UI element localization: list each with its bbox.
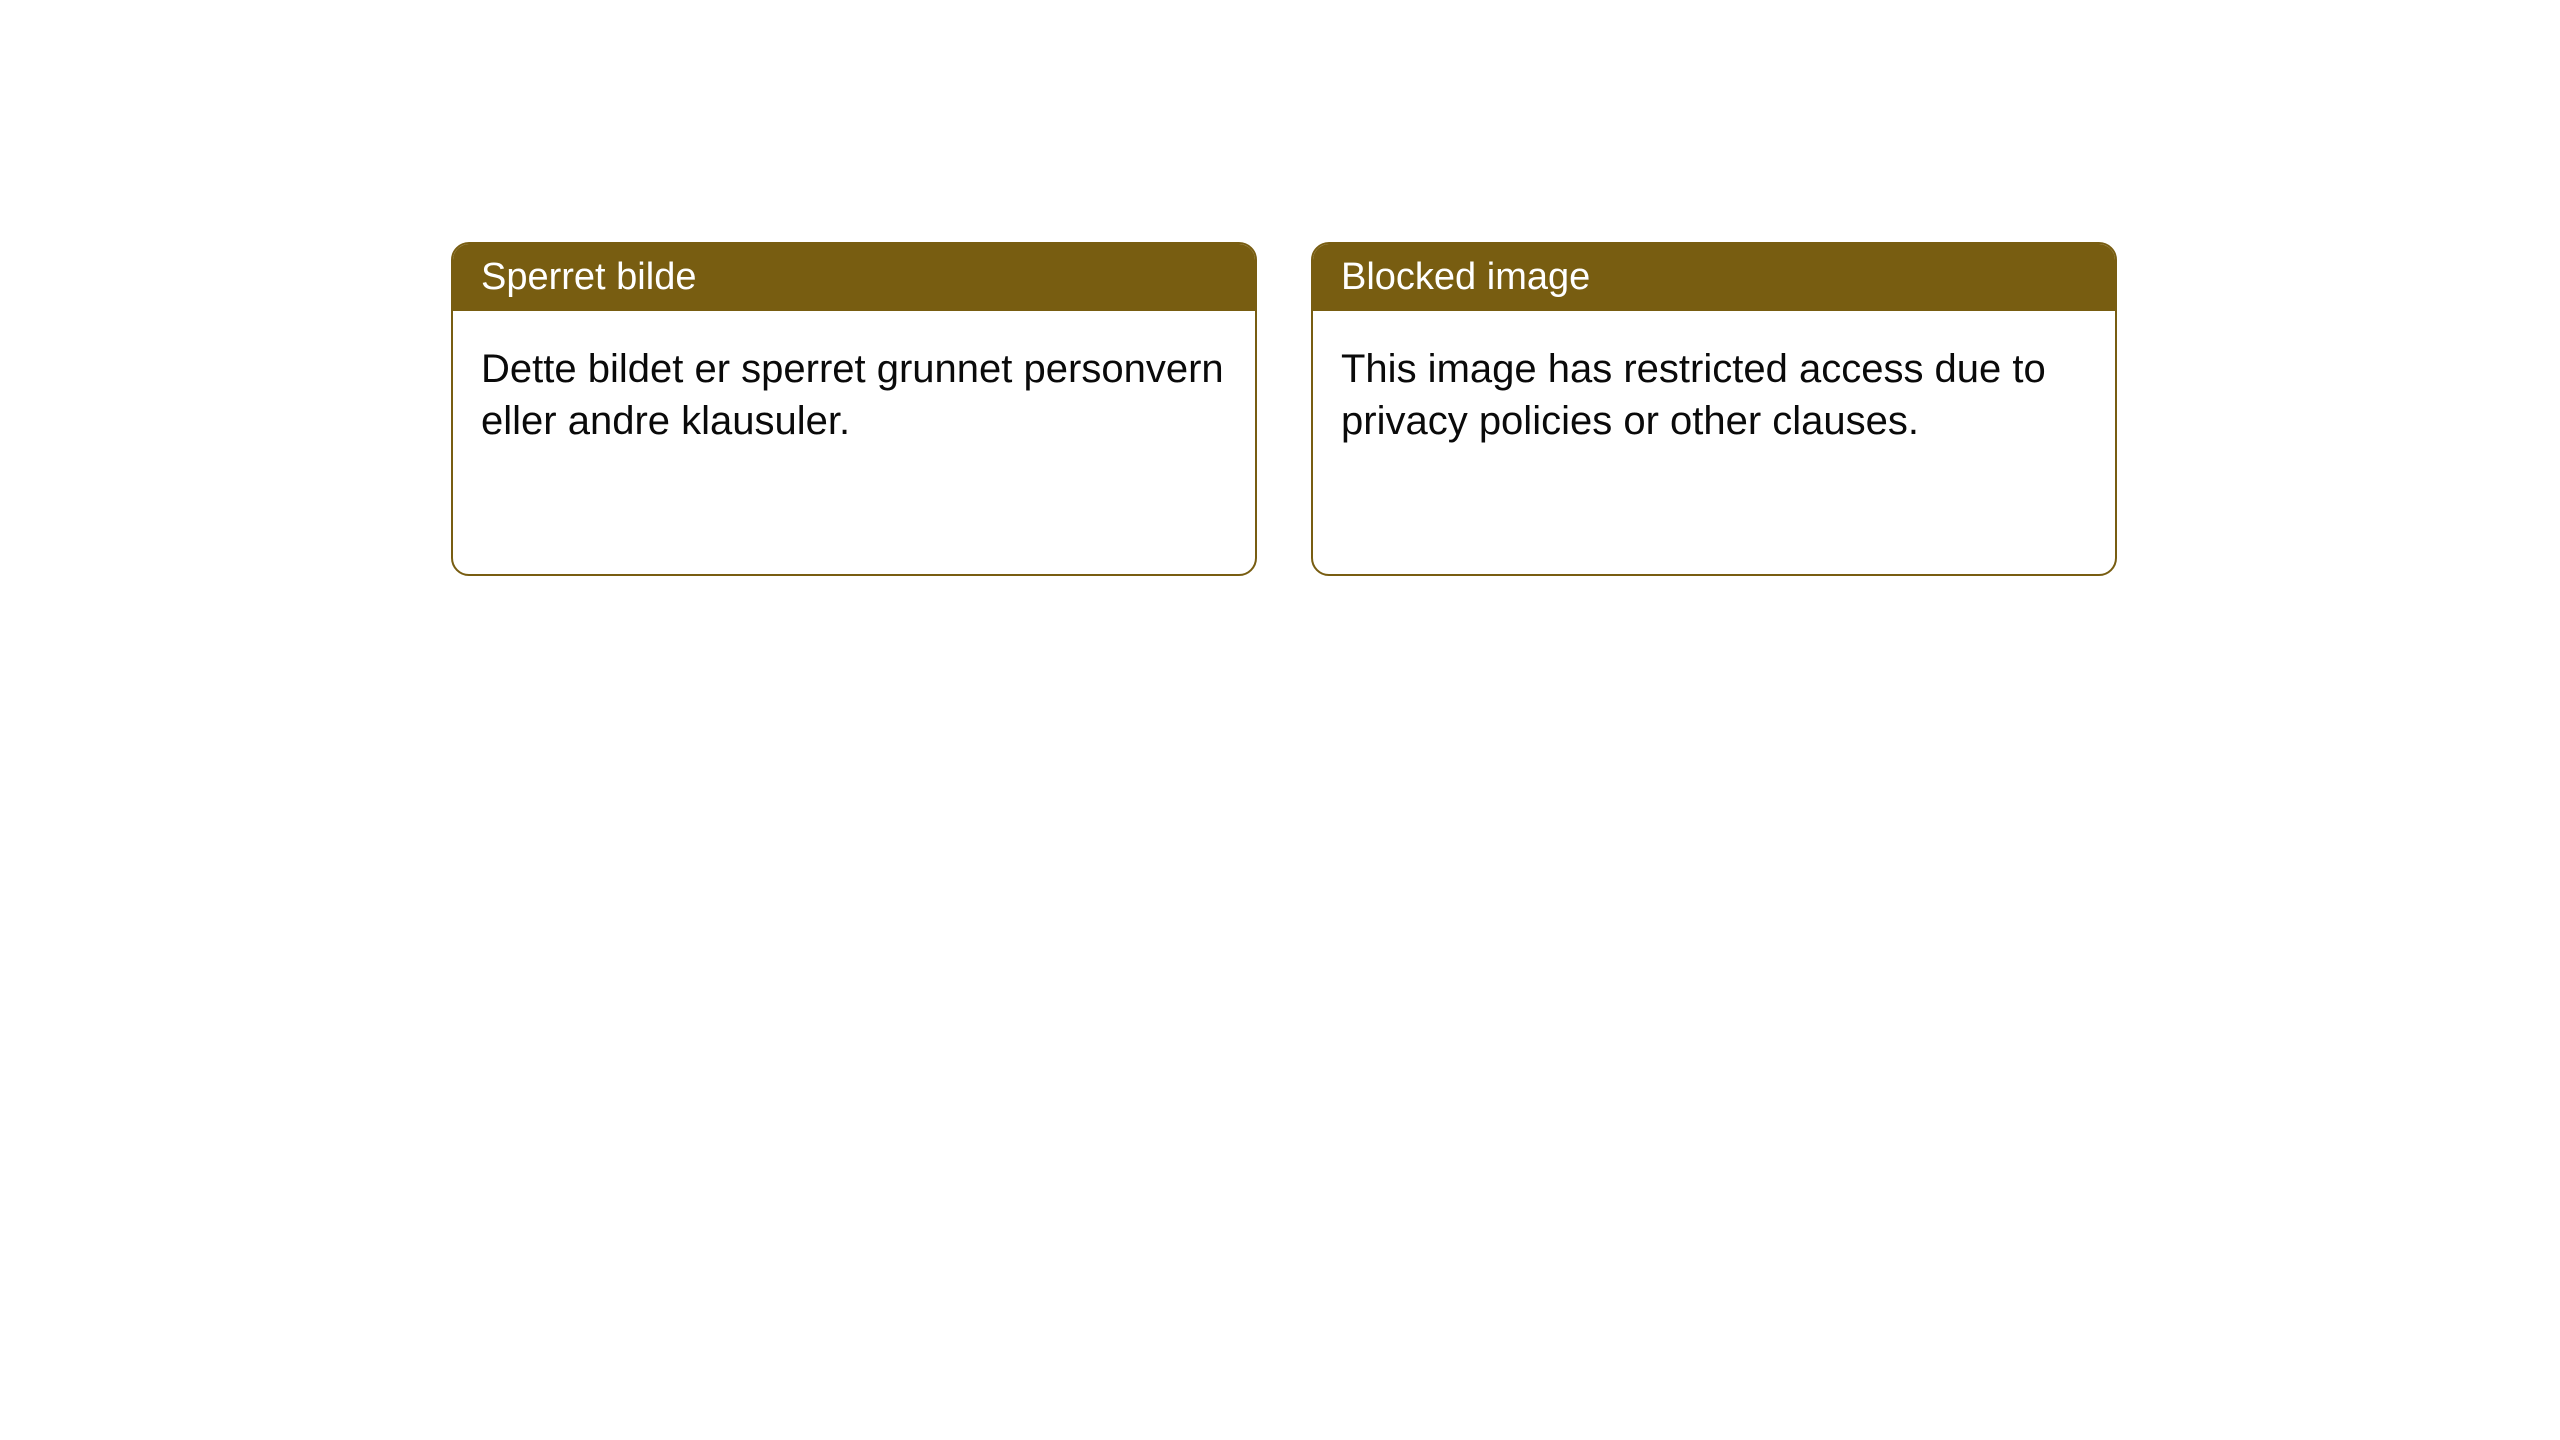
notice-box-norwegian: Sperret bilde Dette bildet er sperret gr…	[451, 242, 1257, 576]
notice-box-english: Blocked image This image has restricted …	[1311, 242, 2117, 576]
notice-container: Sperret bilde Dette bildet er sperret gr…	[451, 242, 2117, 576]
notice-body: This image has restricted access due to …	[1313, 311, 2115, 574]
notice-title: Blocked image	[1341, 256, 1590, 298]
notice-body: Dette bildet er sperret grunnet personve…	[453, 311, 1255, 574]
notice-header: Sperret bilde	[453, 244, 1255, 311]
notice-message: This image has restricted access due to …	[1341, 347, 2046, 443]
notice-header: Blocked image	[1313, 244, 2115, 311]
notice-message: Dette bildet er sperret grunnet personve…	[481, 347, 1224, 443]
notice-title: Sperret bilde	[481, 256, 696, 298]
